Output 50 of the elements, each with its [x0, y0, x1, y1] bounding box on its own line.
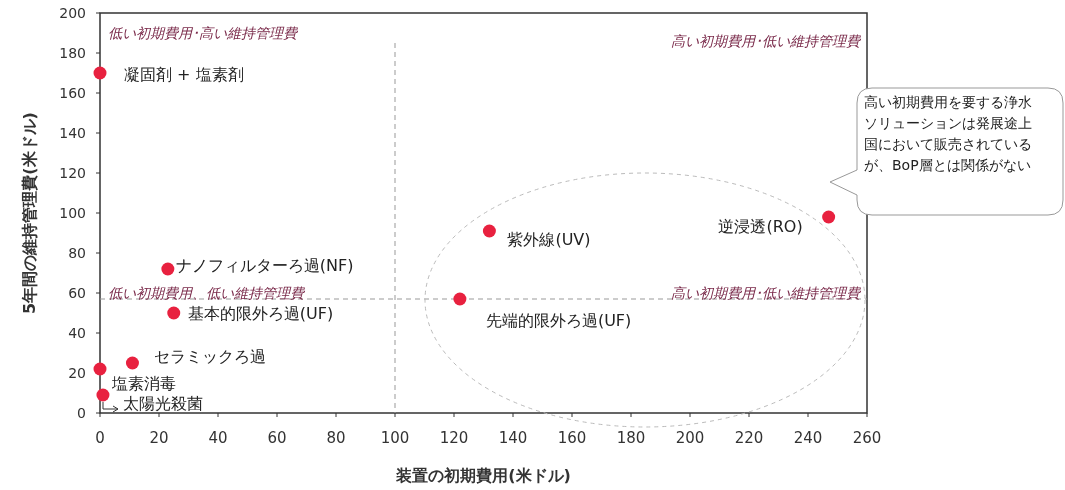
y-tick-label: 200	[59, 5, 86, 21]
series-label: セラミックろ過	[154, 347, 267, 366]
series-label: 逆浸透(RO)	[718, 217, 803, 236]
x-tick-label: 120	[439, 429, 469, 447]
y-tick-label: 120	[59, 165, 86, 181]
annotation: 高い初期費用を要する浄水ソリューションは発展途上国において販売されているが、BoP層とは関係がない	[864, 93, 1033, 175]
point	[167, 306, 181, 320]
x-tick-label: 0	[95, 429, 105, 447]
point	[453, 292, 467, 306]
x-tick-label: 180	[616, 429, 646, 447]
x-tick-label: 100	[380, 429, 410, 447]
annotation: 高い初期費用･低い維持管理費	[671, 33, 862, 49]
x-tick-label: 140	[498, 429, 528, 447]
y-tick-label: 20	[68, 365, 86, 381]
x-tick-label: 160	[557, 429, 587, 447]
point	[161, 262, 175, 276]
x-tick-label: 60	[267, 429, 287, 447]
point	[482, 224, 496, 238]
y-tick-label: 0	[77, 405, 86, 421]
x-tick-label: 40	[208, 429, 228, 447]
point	[125, 356, 139, 370]
point	[96, 388, 110, 402]
series-label: 先端的限外ろ過(UF)	[485, 311, 632, 330]
y-axis-title: 5年間の維持管理費(米ドル)	[20, 112, 39, 314]
y-tick-label: 160	[59, 85, 86, 101]
x-tick-label: 20	[149, 429, 169, 447]
series-label: 基本的限外ろ過(UF)	[187, 304, 334, 323]
x-tick-label: 240	[793, 429, 823, 447]
y-tick-label: 40	[68, 325, 86, 341]
point	[822, 210, 836, 224]
y-tick-label: 140	[59, 125, 86, 141]
x-axis-title: 装置の初期費用(米ドル)	[395, 466, 571, 485]
y-tick-label: 100	[59, 205, 86, 221]
x-tick-label: 80	[326, 429, 346, 447]
x-tick-label: 260	[852, 429, 882, 447]
point	[93, 66, 107, 80]
series-label: 塩素消毒	[111, 374, 176, 393]
annotation: 低い初期費用･高い維持管理費	[108, 25, 299, 41]
point	[93, 362, 107, 376]
series-label: 太陽光殺菌	[122, 394, 203, 413]
annotation: 低い初期費用、低い維持管理費	[108, 285, 306, 301]
y-tick-label: 180	[59, 45, 86, 61]
y-tick-label: 80	[68, 245, 86, 261]
x-tick-label: 200	[675, 429, 705, 447]
series-label: 凝固剤 + 塩素剤	[124, 65, 244, 84]
x-tick-label: 220	[734, 429, 764, 447]
series-label: ナノフィルターろ過(NF)	[175, 256, 354, 275]
y-tick-label: 60	[68, 285, 86, 301]
series-label: 紫外線(UV)	[507, 230, 591, 249]
annotation: 高い初期費用･低い維持管理費	[671, 285, 862, 301]
